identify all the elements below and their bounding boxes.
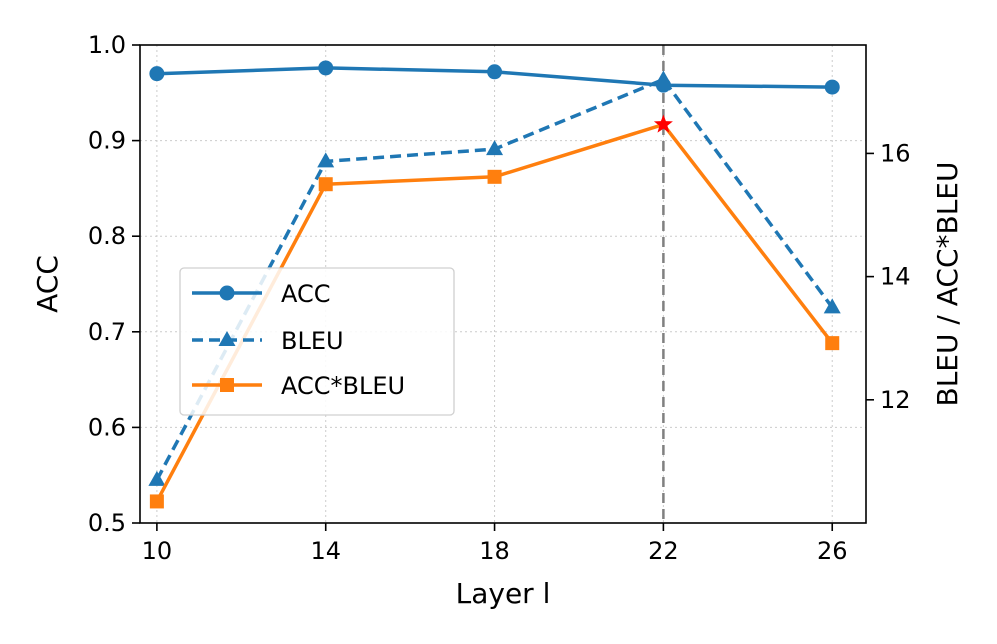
point-acc [149,66,165,82]
legend-acc-marker [219,285,235,301]
x-tick-label: 18 [479,537,510,565]
y-tick-label-right: 14 [880,263,911,291]
y-axis-label-left: ACC [31,255,64,313]
x-tick-label: 10 [142,537,173,565]
x-axis-label: Layer l [456,577,551,610]
x-tick-label: 22 [648,537,679,565]
point-acc-bleu [487,169,502,184]
y-tick-label-left: 1.0 [88,31,126,59]
ticks: 10 14 18 22 26 0.5 0.6 0.7 0.8 0.9 1.0 12 14 16 [88,31,911,565]
y-tick-label-right: 12 [880,386,911,414]
y-tick-label-left: 0.7 [88,318,126,346]
y-tick-label-left: 0.8 [88,222,126,250]
x-tick-label: 14 [310,537,341,565]
y-tick-label-left: 0.9 [88,127,126,155]
point-acc-bleu-highlight-star [653,114,673,133]
y-axis-label-right: BLEU / ACC*BLEU [931,162,964,407]
legend-bleu-marker [218,331,236,346]
point-acc [487,64,503,80]
point-acc-bleu [149,494,164,509]
legend-accbleu-marker [220,378,234,392]
x-tick-label: 26 [817,537,848,565]
point-bleu [317,152,335,168]
point-acc-bleu [318,177,333,192]
legend-accbleu-label: ACC*BLEU [281,372,405,400]
legend-bleu-label: BLEU [281,327,344,355]
legend: ACC BLEU ACC*BLEU [179,267,455,416]
y-tick-label-left: 0.6 [88,413,126,441]
point-acc [655,77,671,93]
point-acc-bleu [825,336,840,351]
y-tick-label-left: 0.5 [88,509,126,537]
point-bleu [486,140,504,156]
legend-acc-label: ACC [281,280,331,308]
point-bleu [823,298,841,314]
point-bleu [148,470,166,486]
plot-frame [139,44,867,524]
point-acc [318,60,334,76]
point-acc [824,79,840,95]
y-tick-label-right: 16 [880,139,911,167]
legend-frame [179,267,455,416]
